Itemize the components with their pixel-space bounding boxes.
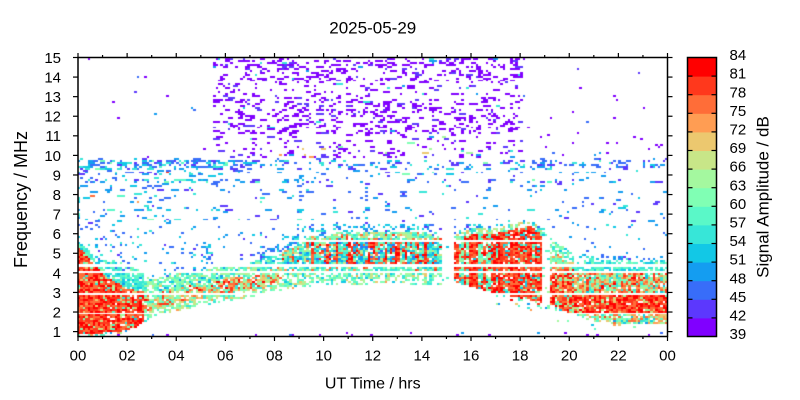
svg-text:Signal Amplitude / dB: Signal Amplitude / dB xyxy=(754,116,773,278)
svg-text:84: 84 xyxy=(730,47,747,64)
svg-text:81: 81 xyxy=(730,66,747,83)
svg-text:16: 16 xyxy=(463,348,480,365)
svg-text:54: 54 xyxy=(730,233,747,250)
svg-text:06: 06 xyxy=(217,348,234,365)
svg-text:1: 1 xyxy=(53,324,61,341)
svg-text:02: 02 xyxy=(119,348,136,365)
svg-text:57: 57 xyxy=(730,215,747,232)
svg-text:2025-05-29: 2025-05-29 xyxy=(329,19,416,38)
svg-text:78: 78 xyxy=(730,84,747,101)
svg-text:08: 08 xyxy=(266,348,283,365)
svg-text:45: 45 xyxy=(730,289,747,306)
svg-text:11: 11 xyxy=(45,128,61,145)
svg-text:42: 42 xyxy=(730,308,747,325)
svg-text:15: 15 xyxy=(44,50,61,67)
svg-text:Frequency / MHz: Frequency / MHz xyxy=(11,131,31,268)
svg-text:3: 3 xyxy=(53,285,61,302)
svg-text:14: 14 xyxy=(414,348,431,365)
svg-text:14: 14 xyxy=(44,69,61,86)
svg-text:66: 66 xyxy=(730,159,747,176)
svg-text:12: 12 xyxy=(44,109,61,126)
svg-text:7: 7 xyxy=(53,207,61,224)
svg-text:8: 8 xyxy=(53,187,61,204)
svg-text:04: 04 xyxy=(168,348,185,365)
svg-text:63: 63 xyxy=(730,177,747,194)
svg-text:9: 9 xyxy=(53,167,61,184)
svg-text:13: 13 xyxy=(44,89,61,106)
svg-text:4: 4 xyxy=(53,265,61,282)
svg-text:48: 48 xyxy=(730,270,747,287)
svg-text:18: 18 xyxy=(512,348,529,365)
svg-text:60: 60 xyxy=(730,196,747,213)
svg-text:10: 10 xyxy=(315,348,332,365)
svg-text:72: 72 xyxy=(730,122,747,139)
svg-text:5: 5 xyxy=(53,246,61,263)
svg-text:12: 12 xyxy=(364,348,381,365)
svg-text:10: 10 xyxy=(44,148,61,165)
svg-text:69: 69 xyxy=(730,140,747,157)
svg-text:22: 22 xyxy=(610,348,627,365)
svg-text:UT Time / hrs: UT Time / hrs xyxy=(325,376,421,393)
svg-text:2: 2 xyxy=(53,304,61,321)
svg-text:51: 51 xyxy=(730,252,747,269)
svg-text:75: 75 xyxy=(730,103,747,120)
svg-text:6: 6 xyxy=(53,226,61,243)
svg-text:39: 39 xyxy=(730,326,747,343)
svg-text:00: 00 xyxy=(659,348,676,365)
svg-text:20: 20 xyxy=(561,348,578,365)
svg-text:00: 00 xyxy=(70,348,87,365)
